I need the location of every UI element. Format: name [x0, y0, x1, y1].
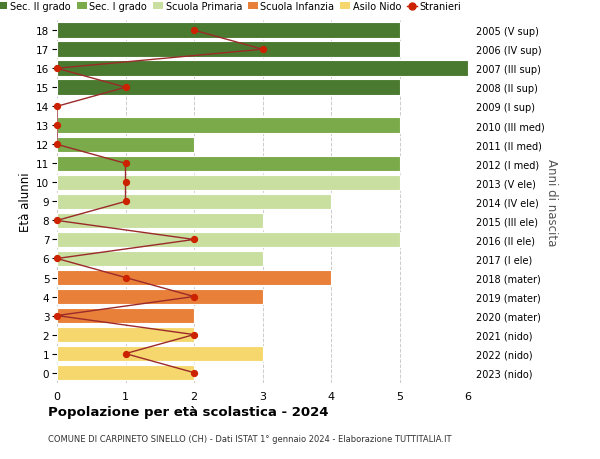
Bar — [57, 289, 263, 305]
Point — [52, 312, 62, 319]
Point — [121, 198, 130, 206]
Y-axis label: Età alunni: Età alunni — [19, 172, 32, 232]
Point — [121, 179, 130, 187]
Point — [52, 103, 62, 111]
Point — [189, 369, 199, 376]
Bar — [57, 232, 400, 248]
Point — [121, 274, 130, 281]
Bar — [57, 118, 400, 134]
Bar — [57, 42, 400, 58]
Bar — [57, 270, 331, 285]
Point — [189, 293, 199, 301]
Bar — [57, 327, 194, 342]
Bar — [57, 251, 263, 267]
Point — [189, 236, 199, 244]
Bar — [57, 346, 263, 362]
Point — [121, 350, 130, 358]
Text: COMUNE DI CARPINETO SINELLO (CH) - Dati ISTAT 1° gennaio 2024 - Elaborazione TUT: COMUNE DI CARPINETO SINELLO (CH) - Dati … — [48, 434, 452, 442]
Bar — [57, 137, 194, 153]
Bar — [57, 213, 263, 229]
Bar — [57, 194, 331, 210]
Point — [189, 331, 199, 339]
Text: Popolazione per età scolastica - 2024: Popolazione per età scolastica - 2024 — [48, 405, 329, 419]
Point — [121, 160, 130, 168]
Point — [121, 84, 130, 92]
Bar — [57, 156, 400, 172]
Point — [52, 217, 62, 224]
Point — [189, 28, 199, 35]
Bar — [57, 308, 194, 324]
Point — [258, 46, 268, 54]
Bar — [57, 175, 400, 191]
Point — [52, 123, 62, 130]
Point — [52, 255, 62, 263]
Bar — [57, 365, 194, 381]
Y-axis label: Anni di nascita: Anni di nascita — [545, 158, 558, 246]
Point — [52, 65, 62, 73]
Point — [52, 141, 62, 149]
Bar — [57, 62, 468, 77]
Bar — [57, 23, 400, 39]
Legend: Sec. II grado, Sec. I grado, Scuola Primaria, Scuola Infanzia, Asilo Nido, Stran: Sec. II grado, Sec. I grado, Scuola Prim… — [0, 2, 461, 12]
Bar — [57, 80, 400, 96]
